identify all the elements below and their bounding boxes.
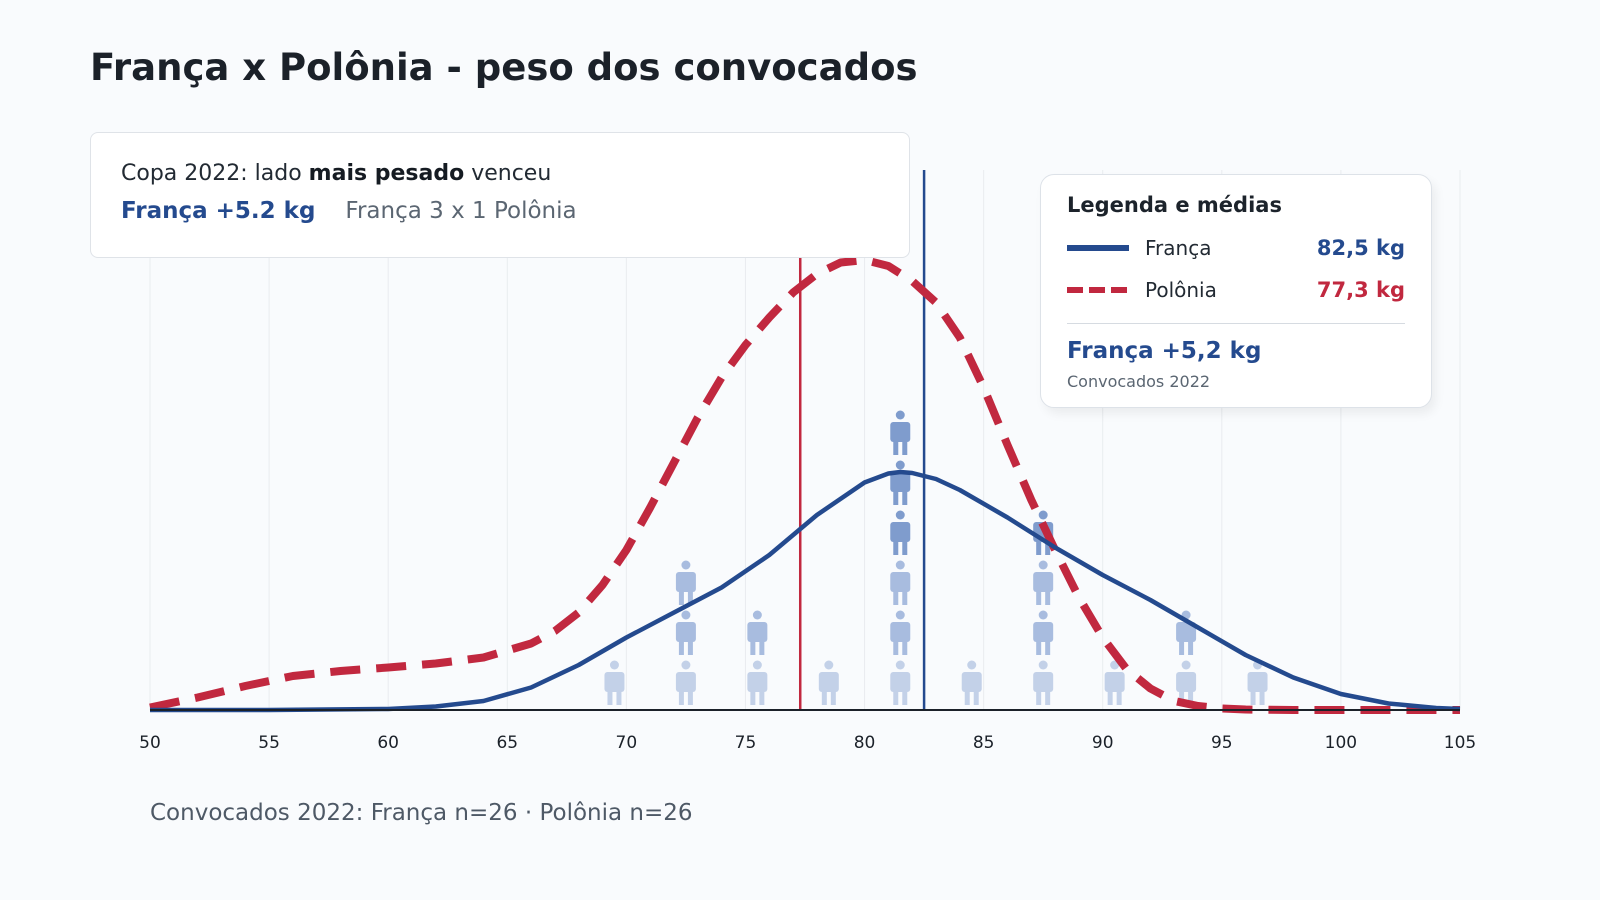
x-tick-label: 50	[139, 733, 161, 753]
legend-mean-poland: 77,3 kg	[1316, 278, 1405, 302]
legend-mean-france: 82,5 kg	[1316, 236, 1405, 260]
player-icon	[890, 510, 911, 555]
player-icon	[1176, 660, 1197, 705]
callout-score: França 3 x 1 Polônia	[345, 198, 577, 224]
callout-details: França +5.2 kg França 3 x 1 Polônia	[121, 198, 879, 224]
legend-difference: França +5,2 kg	[1067, 338, 1262, 364]
x-tick-label: 105	[1444, 733, 1476, 753]
x-tick-label: 85	[973, 733, 995, 753]
callout-prefix: Copa 2022: lado	[121, 161, 309, 186]
player-icon	[890, 460, 911, 505]
x-tick-label: 60	[377, 733, 399, 753]
player-icon	[961, 660, 982, 705]
player-icon	[604, 660, 625, 705]
legend-name-france: França	[1145, 236, 1212, 260]
legend-divider	[1067, 323, 1405, 324]
x-tick-label: 95	[1211, 733, 1233, 753]
footer-note: Convocados 2022: França n=26 · Polônia n…	[150, 800, 693, 826]
player-icon	[818, 660, 839, 705]
legend-title: Legenda e médias	[1067, 193, 1282, 217]
player-icon	[890, 560, 911, 605]
legend-swatch-france	[1067, 245, 1129, 251]
result-callout: Copa 2022: lado mais pesado venceu Franç…	[90, 132, 910, 258]
mean-lines	[798, 170, 926, 710]
player-icon	[747, 610, 768, 655]
x-tick-label: 55	[258, 733, 280, 753]
x-tick-label: 100	[1325, 733, 1357, 753]
legend-name-poland: Polônia	[1145, 278, 1217, 302]
legend-note: Convocados 2022	[1067, 372, 1211, 391]
legend-swatch-poland	[1067, 287, 1129, 293]
player-icon	[1104, 660, 1125, 705]
x-tick-label: 80	[854, 733, 876, 753]
legend-item-france: França 82,5 kg	[1067, 227, 1405, 269]
player-icon	[675, 560, 696, 605]
player-icon	[1033, 560, 1054, 605]
legend-box: Legenda e médias França 82,5 kg Polônia …	[1040, 174, 1432, 408]
x-tick-label: 90	[1092, 733, 1114, 753]
player-icon	[1033, 610, 1054, 655]
legend-item-poland: Polônia 77,3 kg	[1067, 269, 1405, 311]
x-tick-label: 65	[496, 733, 518, 753]
x-tick-labels: 50 55 60 65 70 75 80 85 90 95 100 105	[139, 733, 1476, 753]
player-icon	[890, 410, 911, 455]
x-tick-label: 75	[735, 733, 757, 753]
player-icon	[890, 660, 911, 705]
callout-emphasis: mais pesado	[308, 161, 465, 186]
player-icon	[747, 660, 768, 705]
player-icons	[604, 410, 1268, 705]
series-line-poland	[149, 256, 1460, 714]
series-lines	[149, 256, 1461, 714]
player-icon	[675, 610, 696, 655]
player-icon	[890, 610, 911, 655]
chart-title: França x Polônia - peso dos convocados	[90, 46, 918, 89]
series-line-france	[150, 469, 1461, 713]
x-tick-label: 70	[616, 733, 638, 753]
player-icon	[1247, 660, 1268, 705]
callout-suffix: venceu	[464, 161, 552, 186]
callout-headline: Copa 2022: lado mais pesado venceu	[121, 161, 879, 186]
callout-delta: França +5.2 kg	[121, 198, 316, 224]
player-icon	[1033, 660, 1054, 705]
player-icon	[675, 660, 696, 705]
